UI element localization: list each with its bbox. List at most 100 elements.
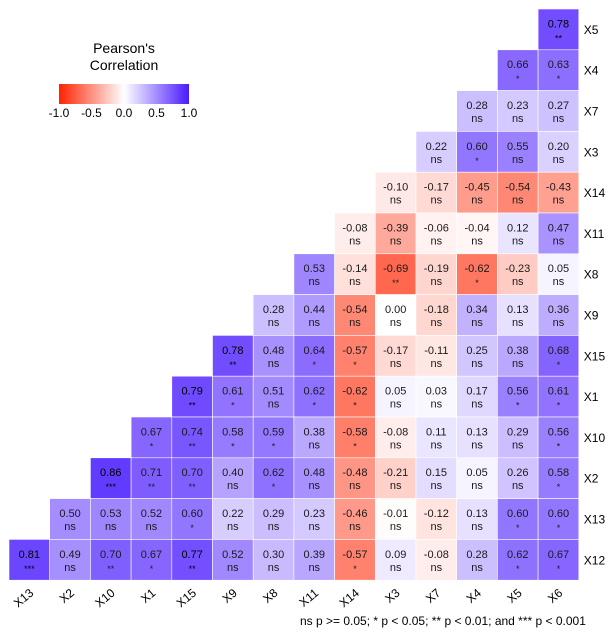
heatmap-cell: [334, 457, 376, 499]
heatmap-cell: [497, 498, 539, 540]
cell-significance-label: *: [312, 401, 316, 411]
heatmap-cell: [171, 457, 213, 499]
heatmap-cell: [537, 457, 580, 499]
heatmap-cell: [252, 416, 295, 459]
cell-significance-label: *: [231, 401, 235, 411]
cell-significance-label: ns: [512, 195, 524, 207]
heatmap-cell: [497, 253, 539, 295]
cell-value-label: 0.09: [385, 549, 406, 561]
cell-value-label: -0.58: [342, 426, 367, 438]
cell-significance-label: *: [557, 401, 561, 411]
cell-significance-label: ns: [308, 276, 320, 288]
cell-significance-label: **: [148, 482, 156, 492]
heatmap-cell: [293, 294, 335, 336]
cell-significance-label: **: [107, 564, 115, 574]
cell-significance-label: ***: [105, 482, 116, 492]
cell-significance-label: ns: [105, 521, 117, 533]
heatmap-cell: [212, 416, 254, 459]
y-tick-label: X7: [584, 105, 599, 119]
cell-value-label: -0.21: [383, 467, 408, 479]
heatmap-cell: [537, 212, 580, 255]
cell-significance-label: ns: [308, 317, 320, 329]
legend-tick-label: 1.0: [180, 106, 198, 120]
heatmap-cell: [252, 335, 295, 377]
cell-significance-label: ns: [64, 562, 76, 574]
cell-significance-label: **: [189, 401, 197, 411]
heatmap-cell: [537, 375, 580, 418]
cell-value-label: 0.23: [507, 100, 528, 112]
cell-value-label: 0.48: [263, 345, 284, 357]
heatmap-cell: [456, 539, 498, 581]
y-tick-label: X10: [584, 431, 606, 445]
y-tick-label: X13: [584, 513, 606, 527]
heatmap-cell: [456, 294, 498, 336]
cell-significance-label: ns: [390, 439, 402, 451]
heatmap-cell: [293, 457, 335, 499]
cell-value-label: 0.26: [507, 467, 528, 479]
cell-value-label: 0.50: [59, 508, 80, 520]
cell-significance-label: ns: [349, 521, 361, 533]
cell-value-label: 0.59: [263, 426, 284, 438]
heatmap-cell: [415, 498, 458, 540]
heatmap-cell: [497, 539, 539, 581]
cell-value-label: 0.28: [466, 549, 487, 561]
cell-significance-label: ns: [471, 317, 483, 329]
heatmap-cell: [293, 335, 335, 377]
cell-significance-label: *: [353, 401, 357, 411]
heatmap-cell: [537, 539, 580, 581]
cell-value-label: 0.60: [466, 141, 487, 153]
cell-significance-label: ns: [308, 562, 320, 574]
heatmap-cell: [537, 294, 580, 336]
y-tick-label: X1: [584, 390, 599, 404]
cell-significance-label: ns: [227, 521, 239, 533]
heatmap-cell: [334, 294, 376, 336]
cell-value-label: 0.70: [100, 549, 121, 561]
cell-value-label: 0.11: [426, 426, 447, 438]
heatmap-cell: [334, 253, 376, 295]
heatmap-cell: [497, 49, 539, 91]
heatmap-cell: [374, 171, 417, 214]
cell-significance-label: ns: [146, 521, 158, 533]
cell-value-label: 0.56: [548, 426, 569, 438]
legend-tick-label: 0.0: [115, 106, 133, 120]
heatmap-cell: [334, 335, 376, 377]
cell-significance-label: *: [231, 441, 235, 451]
cell-value-label: 0.61: [548, 386, 569, 398]
legend-tick-label: 0.5: [148, 106, 165, 120]
cell-value-label: 0.20: [548, 141, 569, 153]
cell-significance-label: ns: [390, 358, 402, 370]
cell-value-label: 0.62: [507, 549, 528, 561]
heatmap-cell: [415, 539, 458, 581]
cell-significance-label: **: [189, 564, 197, 574]
heatmap-cell: [374, 335, 417, 377]
legend-tick-label: -0.5: [81, 106, 102, 120]
cell-value-label: 0.64: [304, 345, 325, 357]
heatmap-cell: [374, 457, 417, 499]
cell-value-label: -0.46: [342, 508, 367, 520]
heatmap-cell: [374, 416, 417, 459]
heatmap-cell: [456, 131, 498, 173]
cell-significance-label: ns: [553, 235, 565, 247]
legend-ticks: -1.0 -0.5 0.0 0.5 1.0: [49, 104, 198, 120]
heatmap-cell: [497, 335, 539, 377]
cell-value-label: -0.18: [424, 304, 449, 316]
y-tick-label: X9: [584, 309, 599, 323]
cell-value-label: 0.49: [59, 549, 80, 561]
heatmap-cell: [415, 335, 458, 377]
heatmap-cell: [497, 416, 539, 459]
cell-significance-label: *: [353, 441, 357, 451]
cell-value-label: -0.19: [424, 263, 449, 275]
cell-value-label: 0.74: [181, 426, 202, 438]
cell-value-label: -0.45: [465, 182, 490, 194]
cell-value-label: 0.05: [466, 467, 487, 479]
cell-significance-label: ns: [512, 358, 524, 370]
cell-significance-label: ns: [390, 317, 402, 329]
cell-significance-label: ns: [471, 562, 483, 574]
cell-significance-label: *: [557, 482, 561, 492]
heatmap-cell: [130, 457, 173, 499]
cell-value-label: -0.08: [424, 549, 449, 561]
cell-value-label: 0.48: [304, 467, 325, 479]
heatmap-cell: [212, 539, 254, 581]
cell-value-label: 0.66: [507, 59, 528, 71]
